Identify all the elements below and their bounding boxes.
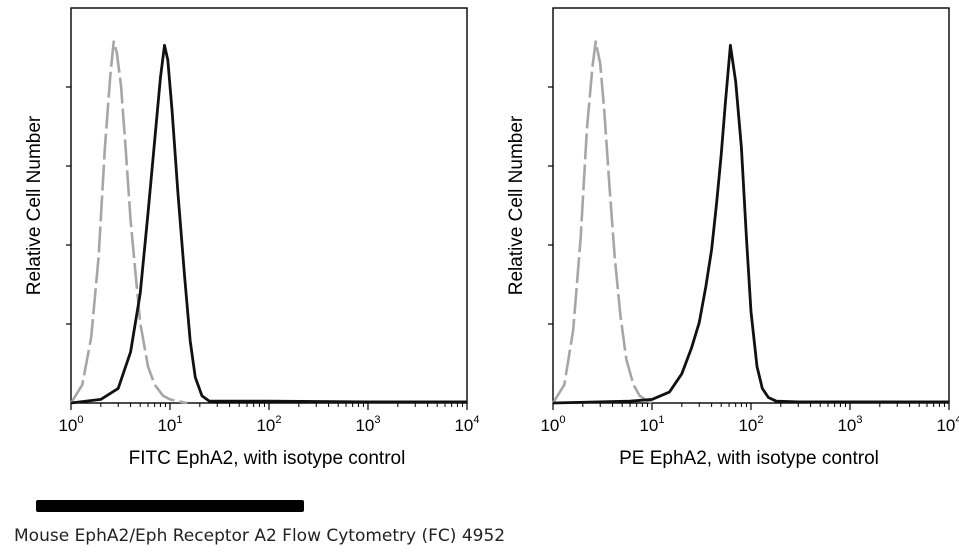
isotype-histogram-line	[69, 40, 188, 405]
x-tick-base: 10	[936, 416, 955, 435]
x-tick-base: 10	[355, 416, 374, 435]
x-tick-label: 102	[256, 414, 281, 435]
x-tick-exponent: 4	[473, 414, 479, 426]
x-tick-base: 10	[540, 416, 559, 435]
x-tick-label: 103	[355, 414, 380, 435]
x-tick-label: 101	[157, 414, 182, 435]
x-tick-exponent: 2	[275, 414, 281, 426]
x-tick-base: 10	[738, 416, 757, 435]
x-tick-base: 10	[58, 416, 77, 435]
stained-histogram-line	[552, 43, 949, 405]
x-tick-label: 103	[837, 414, 862, 435]
x-tick-exponent: 2	[757, 414, 763, 426]
x-tick-exponent: 1	[176, 414, 182, 426]
x-tick-base: 10	[157, 416, 176, 435]
x-axis-label: FITC EphA2, with isotype control	[129, 448, 406, 469]
x-tick-label: 100	[540, 414, 565, 435]
x-axis-label: PE EphA2, with isotype control	[619, 448, 879, 469]
x-tick-base: 10	[837, 416, 856, 435]
x-tick-base: 10	[454, 416, 473, 435]
y-axis-label: Relative Cell Number	[506, 115, 527, 295]
figure-caption: Mouse EphA2/Eph Receptor A2 Flow Cytomet…	[14, 526, 506, 546]
x-tick-exponent: 1	[658, 414, 664, 426]
x-tick-label: 104	[454, 414, 479, 435]
x-tick-exponent: 3	[374, 414, 380, 426]
x-tick-label: 102	[738, 414, 763, 435]
redaction-bar	[36, 500, 304, 512]
x-tick-base: 10	[256, 416, 275, 435]
y-axis-label: Relative Cell Number	[24, 115, 45, 295]
x-tick-exponent: 4	[955, 414, 959, 426]
x-tick-label: 100	[58, 414, 83, 435]
stained-histogram-line	[70, 43, 467, 405]
x-tick-base: 10	[639, 416, 658, 435]
x-tick-exponent: 0	[559, 414, 565, 426]
x-tick-exponent: 3	[856, 414, 862, 426]
x-tick-exponent: 0	[77, 414, 83, 426]
plot-frame	[552, 7, 950, 404]
isotype-histogram-line	[551, 40, 657, 405]
x-tick-label: 101	[639, 414, 664, 435]
x-tick-label: 104	[936, 414, 959, 435]
